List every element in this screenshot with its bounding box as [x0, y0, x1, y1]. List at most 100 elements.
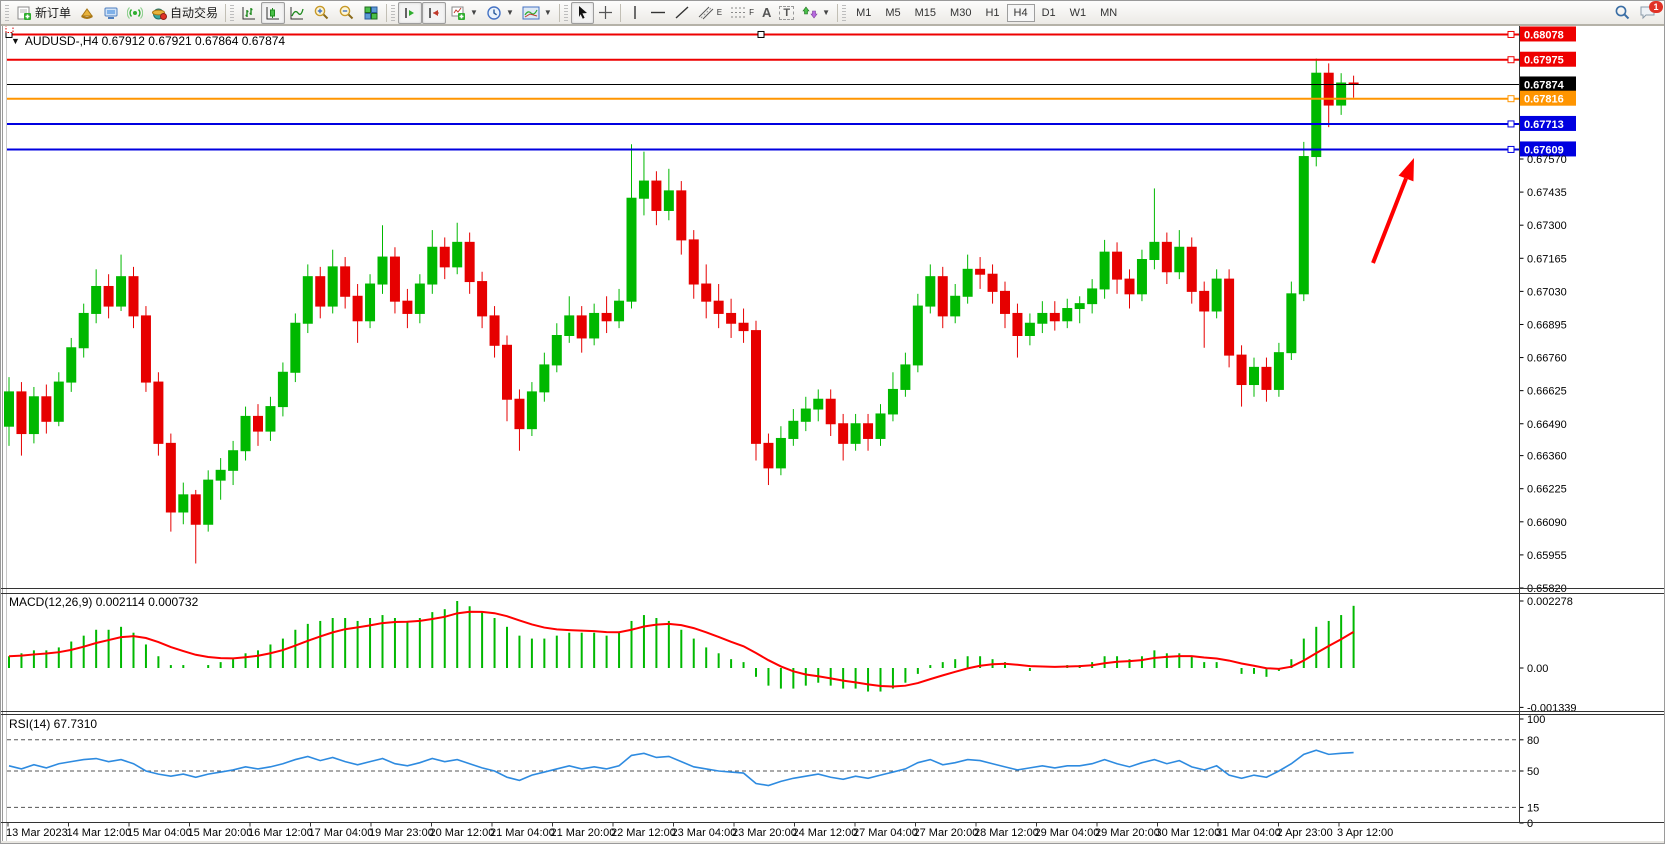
candle-body[interactable]: [41, 396, 52, 422]
candle-body[interactable]: [91, 285, 102, 314]
text-tool[interactable]: A: [758, 2, 775, 24]
candle-body[interactable]: [1074, 303, 1085, 310]
terminal-button[interactable]: [99, 2, 123, 24]
candle-body[interactable]: [614, 300, 625, 322]
candle-body[interactable]: [1273, 352, 1284, 390]
cursor-tool-button[interactable]: [570, 1, 594, 24]
macd-signal-line[interactable]: [8, 610, 1355, 688]
candle-body[interactable]: [1236, 354, 1247, 386]
candle-body[interactable]: [751, 330, 761, 444]
candle-body[interactable]: [66, 347, 77, 383]
candle-body[interactable]: [327, 266, 338, 307]
candle-body[interactable]: [1311, 72, 1322, 158]
candle-body[interactable]: [253, 415, 263, 432]
candlestick-chart-button[interactable]: [261, 1, 286, 24]
timeframe-h1[interactable]: H1: [985, 6, 1000, 19]
bar-chart-button[interactable]: [237, 2, 261, 24]
timeframe-h4[interactable]: H4: [1006, 3, 1035, 22]
candle-body[interactable]: [813, 398, 824, 410]
auto-scroll-button[interactable]: [422, 1, 447, 24]
candle-body[interactable]: [365, 283, 376, 322]
candle-body[interactable]: [638, 180, 649, 199]
candle-body[interactable]: [153, 381, 164, 444]
candle-body[interactable]: [1186, 246, 1197, 292]
candle-body[interactable]: [165, 442, 176, 513]
candle-body[interactable]: [340, 266, 351, 297]
candle-body[interactable]: [738, 322, 749, 332]
timeframe-m1[interactable]: M1: [856, 6, 872, 19]
fibonacci-tool[interactable]: F: [726, 2, 758, 24]
candle-body[interactable]: [464, 241, 475, 283]
candle-body[interactable]: [676, 190, 687, 241]
line-end-marker[interactable]: [1507, 56, 1515, 64]
candle-body[interactable]: [315, 276, 326, 307]
candle-body[interactable]: [825, 398, 836, 425]
candle-body[interactable]: [290, 322, 301, 373]
candle-body[interactable]: [1199, 290, 1210, 312]
candle-body[interactable]: [190, 494, 201, 525]
candle-body[interactable]: [900, 364, 911, 390]
line-selection-marker[interactable]: [757, 30, 765, 38]
line-end-marker[interactable]: [1507, 145, 1515, 153]
timeframe-m15[interactable]: M15: [914, 6, 937, 19]
candle-body[interactable]: [601, 312, 612, 322]
candle-body[interactable]: [564, 315, 575, 337]
zoom-out-button[interactable]: [334, 2, 359, 24]
candle-body[interactable]: [925, 276, 936, 307]
candle-body[interactable]: [1049, 312, 1060, 322]
candle-body[interactable]: [489, 315, 500, 346]
candle-body[interactable]: [53, 381, 64, 422]
candle-body[interactable]: [1024, 322, 1035, 337]
candle-body[interactable]: [912, 305, 923, 366]
timeframe-m5[interactable]: M5: [885, 6, 901, 19]
candle-body[interactable]: [1286, 293, 1297, 354]
candle-body[interactable]: [1112, 251, 1123, 280]
candle-body[interactable]: [377, 256, 388, 285]
chart-title[interactable]: ▼ AUDUSD-,H4 0.67912 0.67921 0.67864 0.6…: [11, 34, 285, 48]
candle-body[interactable]: [1012, 312, 1023, 337]
candle-body[interactable]: [763, 442, 774, 469]
candle-body[interactable]: [788, 420, 799, 439]
candle-body[interactable]: [389, 256, 400, 302]
candle-body[interactable]: [962, 268, 973, 297]
candle-body[interactable]: [178, 494, 189, 513]
candle-body[interactable]: [663, 190, 674, 211]
zoom-in-button[interactable]: [309, 2, 334, 24]
candle-body[interactable]: [1323, 72, 1334, 106]
candle-body[interactable]: [863, 423, 874, 439]
candle-body[interactable]: [28, 396, 39, 435]
candle-body[interactable]: [651, 180, 662, 211]
candle-body[interactable]: [1298, 156, 1309, 295]
candle-body[interactable]: [800, 408, 811, 422]
candle-body[interactable]: [987, 273, 998, 292]
candle-body[interactable]: [302, 276, 313, 324]
candle-body[interactable]: [215, 469, 226, 481]
market-watch-button[interactable]: [75, 2, 99, 24]
candle-body[interactable]: [1099, 251, 1110, 290]
candle-body[interactable]: [1174, 246, 1185, 273]
candle-body[interactable]: [439, 246, 450, 268]
candle-body[interactable]: [414, 283, 425, 314]
horizontal-line-tool[interactable]: [646, 2, 670, 24]
candle-body[interactable]: [1037, 312, 1048, 324]
candle-body[interactable]: [502, 344, 512, 400]
timeframe-w1[interactable]: W1: [1069, 6, 1087, 19]
candle-body[interactable]: [701, 283, 712, 302]
crosshair-tool-button[interactable]: [594, 2, 617, 24]
line-end-marker[interactable]: [1507, 120, 1515, 128]
new-chart-button[interactable]: ▼: [446, 2, 482, 24]
candle-body[interactable]: [726, 312, 737, 324]
trendline-tool[interactable]: [670, 2, 694, 24]
candle-body[interactable]: [78, 312, 89, 349]
line-anchor-marker[interactable]: [5, 24, 14, 33]
candle-body[interactable]: [1249, 366, 1259, 386]
candle-body[interactable]: [277, 371, 288, 408]
candle-body[interactable]: [477, 281, 488, 317]
candle-body[interactable]: [1087, 288, 1098, 305]
channel-tool[interactable]: E: [694, 2, 726, 24]
candle-body[interactable]: [240, 415, 251, 452]
chart-shift-button[interactable]: [398, 1, 423, 24]
candle-body[interactable]: [1161, 241, 1172, 273]
candle-body[interactable]: [1336, 82, 1347, 106]
